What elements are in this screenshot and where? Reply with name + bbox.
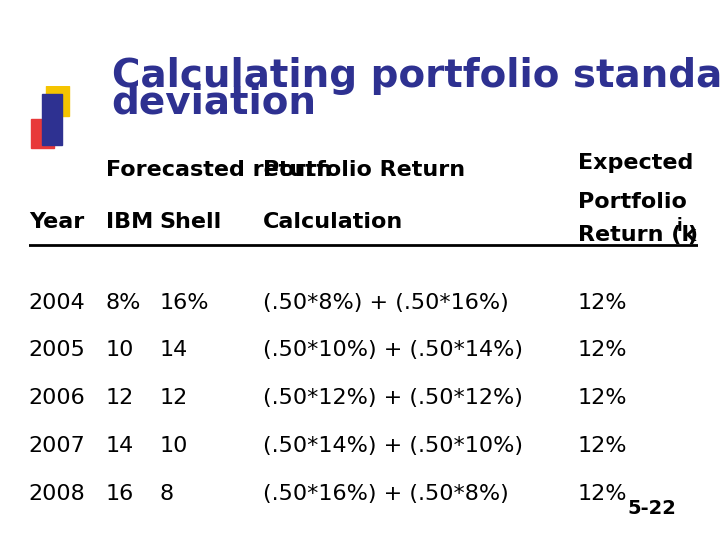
Text: (.50*10%) + (.50*14%): (.50*10%) + (.50*14%) [264,340,523,360]
Text: Portfolio Return: Portfolio Return [264,160,465,180]
Text: 2008: 2008 [29,484,86,504]
FancyBboxPatch shape [47,86,69,116]
Text: i: i [677,218,683,235]
Text: (.50*14%) + (.50*10%): (.50*14%) + (.50*10%) [264,436,523,456]
Text: 8: 8 [159,484,174,504]
Text: 12: 12 [159,388,188,408]
Text: 10: 10 [106,340,134,360]
Text: 14: 14 [106,436,134,456]
Text: IBM: IBM [106,212,153,232]
Text: Portfolio: Portfolio [578,192,687,212]
FancyBboxPatch shape [42,94,62,145]
Text: 12%: 12% [578,436,627,456]
Text: (.50*8%) + (.50*16%): (.50*8%) + (.50*16%) [264,293,509,313]
Text: 16: 16 [106,484,134,504]
FancyBboxPatch shape [32,119,54,148]
Text: 2004: 2004 [29,293,86,313]
Text: 12%: 12% [578,388,627,408]
Text: 2006: 2006 [29,388,86,408]
Text: Forecasted return: Forecasted return [106,160,332,180]
Text: ): ) [687,225,697,245]
Text: Calculating portfolio standard: Calculating portfolio standard [112,57,720,94]
Text: Year: Year [29,212,84,232]
Text: 10: 10 [159,436,188,456]
Text: (.50*12%) + (.50*12%): (.50*12%) + (.50*12%) [264,388,523,408]
Text: 8%: 8% [106,293,141,313]
Text: 12%: 12% [578,293,627,313]
Text: 12%: 12% [578,340,627,360]
Text: deviation: deviation [112,84,317,122]
Text: Calculation: Calculation [264,212,403,232]
Text: 14: 14 [159,340,188,360]
Text: Expected: Expected [578,153,693,173]
Text: 2007: 2007 [29,436,86,456]
Text: 12: 12 [106,388,134,408]
Text: Return (k: Return (k [578,225,696,245]
Text: 12%: 12% [578,484,627,504]
Text: 5-22: 5-22 [628,500,677,518]
Text: 2005: 2005 [29,340,86,360]
Text: Shell: Shell [159,212,222,232]
Text: (.50*16%) + (.50*8%): (.50*16%) + (.50*8%) [264,484,509,504]
Text: 16%: 16% [159,293,209,313]
